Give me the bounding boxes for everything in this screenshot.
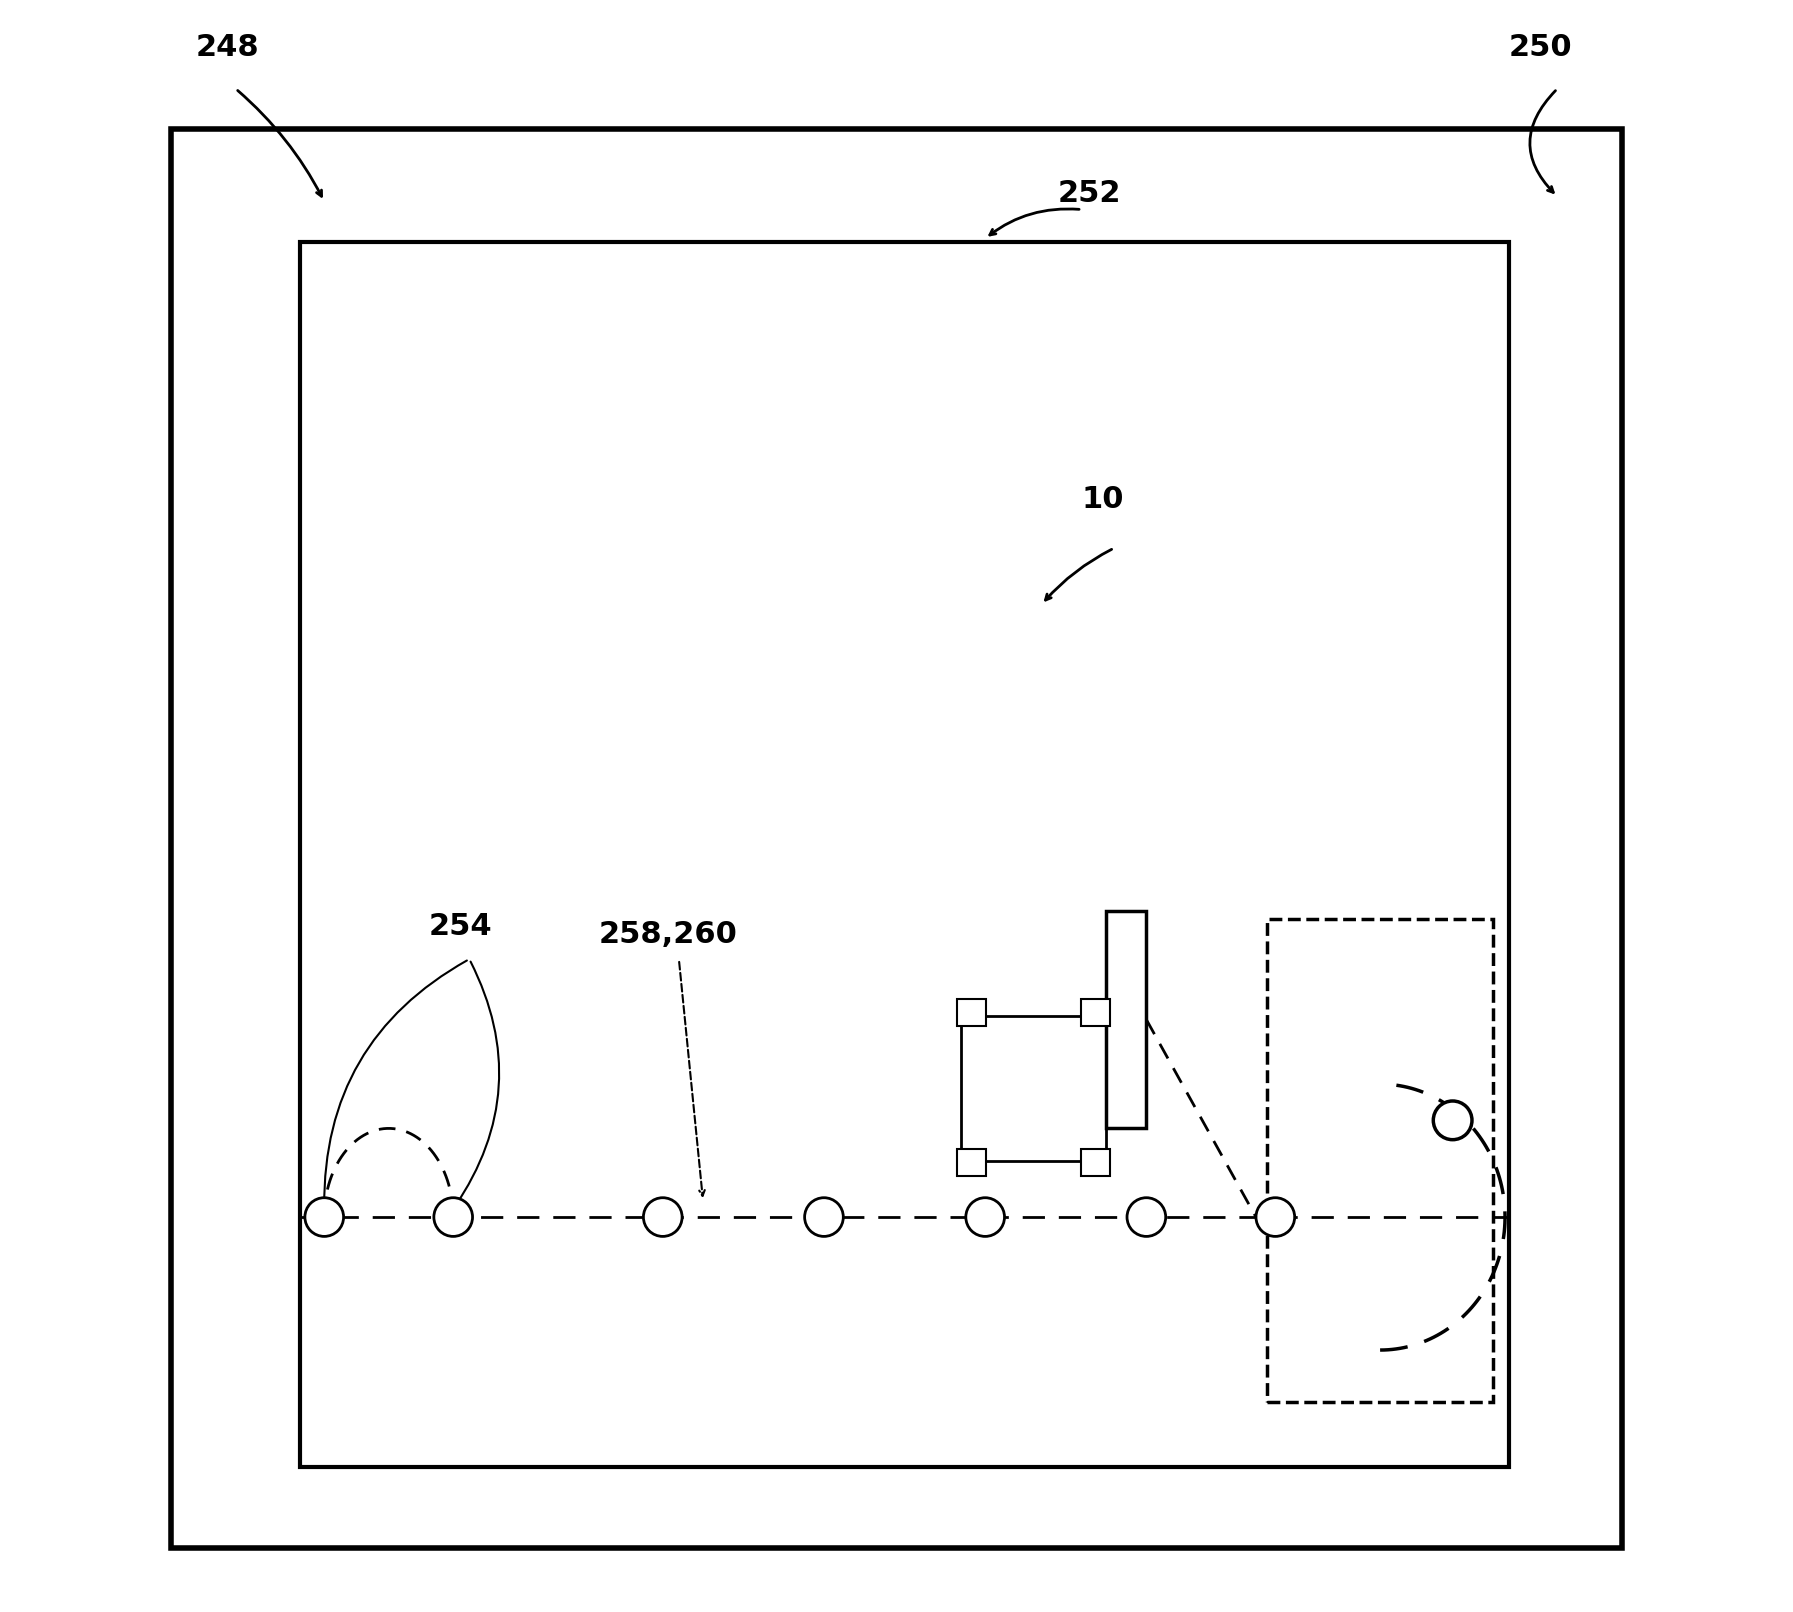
Text: 250: 250	[1510, 34, 1572, 63]
Circle shape	[434, 1198, 473, 1236]
Circle shape	[966, 1198, 1004, 1236]
Bar	[957, 999, 986, 1027]
Circle shape	[644, 1198, 681, 1236]
Text: 10: 10	[1081, 485, 1124, 514]
Text: 258,260: 258,260	[599, 920, 737, 949]
Bar	[170, 129, 1623, 1548]
Circle shape	[1255, 1198, 1295, 1236]
Circle shape	[1128, 1198, 1165, 1236]
Circle shape	[305, 1198, 344, 1236]
Bar	[1106, 911, 1146, 1128]
Bar	[299, 242, 1510, 1467]
Circle shape	[1433, 1101, 1472, 1140]
Bar	[961, 1016, 1106, 1161]
Bar	[1081, 1149, 1110, 1177]
Text: 248: 248	[195, 34, 258, 63]
Text: 254: 254	[429, 912, 493, 941]
Bar	[957, 1149, 986, 1177]
Bar	[1081, 999, 1110, 1027]
Circle shape	[805, 1198, 843, 1236]
Text: 252: 252	[1058, 179, 1121, 208]
Bar	[1268, 919, 1494, 1402]
